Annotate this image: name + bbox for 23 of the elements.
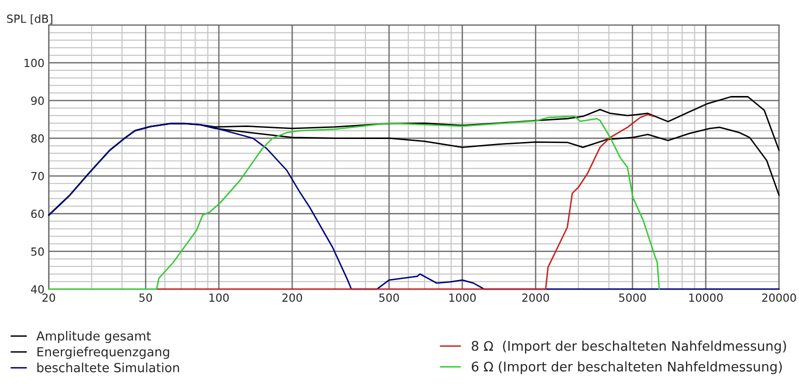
x-tick-label: 20000 — [762, 293, 796, 302]
x-tick-label: 500 — [379, 293, 399, 302]
legend-label: Energiefrequenzgang — [37, 346, 170, 359]
x-tick-label: 200 — [282, 293, 302, 302]
y-tick-label: 80 — [31, 134, 44, 143]
y-tick-label: 60 — [31, 210, 44, 218]
x-tick-label: 2000 — [522, 293, 549, 302]
x-tick-label: 10000 — [689, 293, 723, 302]
y-tick-label: 40 — [30, 285, 44, 294]
y-tick-label: 100 — [24, 58, 44, 68]
y-tick-label: 90 — [31, 96, 44, 105]
legend-label: Amplitude gesamt — [36, 330, 151, 344]
x-tick-label: 20 — [42, 293, 56, 302]
x-tick-label: 5000 — [619, 293, 646, 302]
x-tick-label: 100 — [210, 293, 229, 302]
x-tick-label: 50 — [139, 293, 152, 302]
y-axis-title: SPL [dB] — [7, 14, 52, 24]
legend-label: 6 Ω (Import der beschalteten Nahfeldmessung) — [472, 361, 782, 374]
legend-label: beschaltete Simulation — [37, 362, 179, 372]
y-tick-label: 70 — [31, 172, 44, 180]
y-tick-label: 50 — [31, 247, 44, 256]
legend-label: 8 Ω (Import der beschalteten Nahfeldmessung) — [472, 340, 786, 354]
x-tick-label: 1000 — [449, 293, 476, 302]
